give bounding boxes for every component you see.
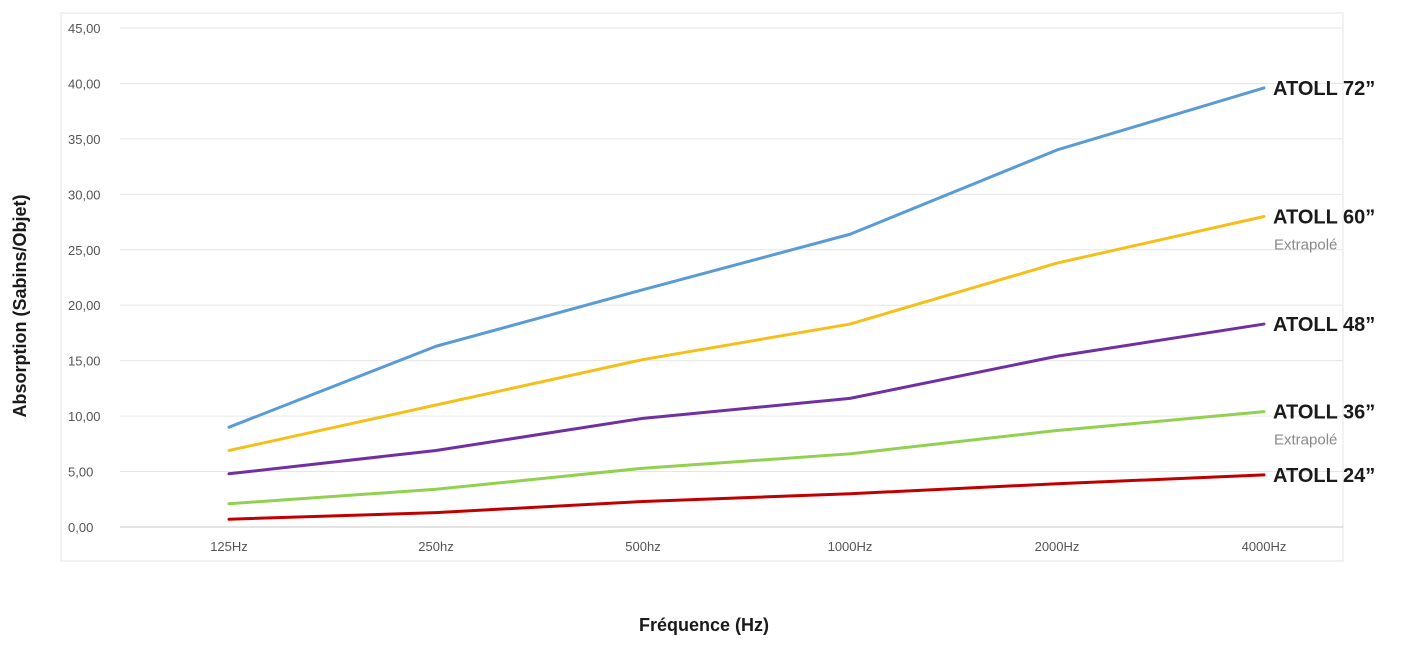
y-axis-title: Absorption (Sabins/Objet): [10, 194, 30, 417]
x-tick-label: 250hz: [418, 539, 453, 554]
series-labels: ATOLL 72” ATOLL 60” Extrapolé ATOLL 48” ATOL…: [1273, 78, 1375, 487]
x-tick-label: 1000Hz: [828, 539, 873, 554]
series-label: ATOLL 72”: [1273, 78, 1375, 100]
series-line: [227, 473, 1266, 521]
y-tick-label: 30,00: [68, 187, 101, 202]
series-line: [227, 215, 1266, 452]
series-label: ATOLL 36”: [1273, 402, 1375, 424]
y-tick-label: 25,00: [68, 243, 101, 258]
y-axis-ticks: 0,00 5,00 10,00 15,00 20,00 25,00 30,00 35,00 40…: [68, 21, 101, 535]
gridlines: [120, 27, 1343, 528]
series-lines: [227, 86, 1266, 521]
x-axis-title: Fréquence (Hz): [639, 615, 769, 635]
plot-frame: [60, 12, 1344, 562]
y-tick-label: 15,00: [68, 354, 101, 369]
series-line: [227, 322, 1266, 476]
y-tick-label: 10,00: [68, 409, 101, 424]
x-axis-ticks: 125Hz 250hz 500hz 1000Hz 2000Hz 4000Hz: [210, 539, 1286, 554]
x-tick-label: 2000Hz: [1035, 539, 1080, 554]
series-note: Extrapolé: [1274, 432, 1337, 449]
y-tick-label: 35,00: [68, 132, 101, 147]
x-tick-label: 4000Hz: [1242, 539, 1287, 554]
y-tick-label: 45,00: [68, 21, 101, 36]
series-label: ATOLL 48”: [1273, 314, 1375, 336]
y-tick-label: 0,00: [68, 520, 93, 535]
y-tick-label: 5,00: [68, 465, 93, 480]
series-label: ATOLL 60”: [1273, 207, 1375, 229]
series-label: ATOLL 24”: [1273, 465, 1375, 487]
series-line: [227, 86, 1266, 429]
y-tick-label: 20,00: [68, 298, 101, 313]
x-tick-label: 500hz: [625, 539, 660, 554]
y-tick-label: 40,00: [68, 76, 101, 91]
x-tick-label: 125Hz: [210, 539, 248, 554]
series-line: [227, 410, 1266, 506]
series-note: Extrapolé: [1274, 237, 1337, 254]
